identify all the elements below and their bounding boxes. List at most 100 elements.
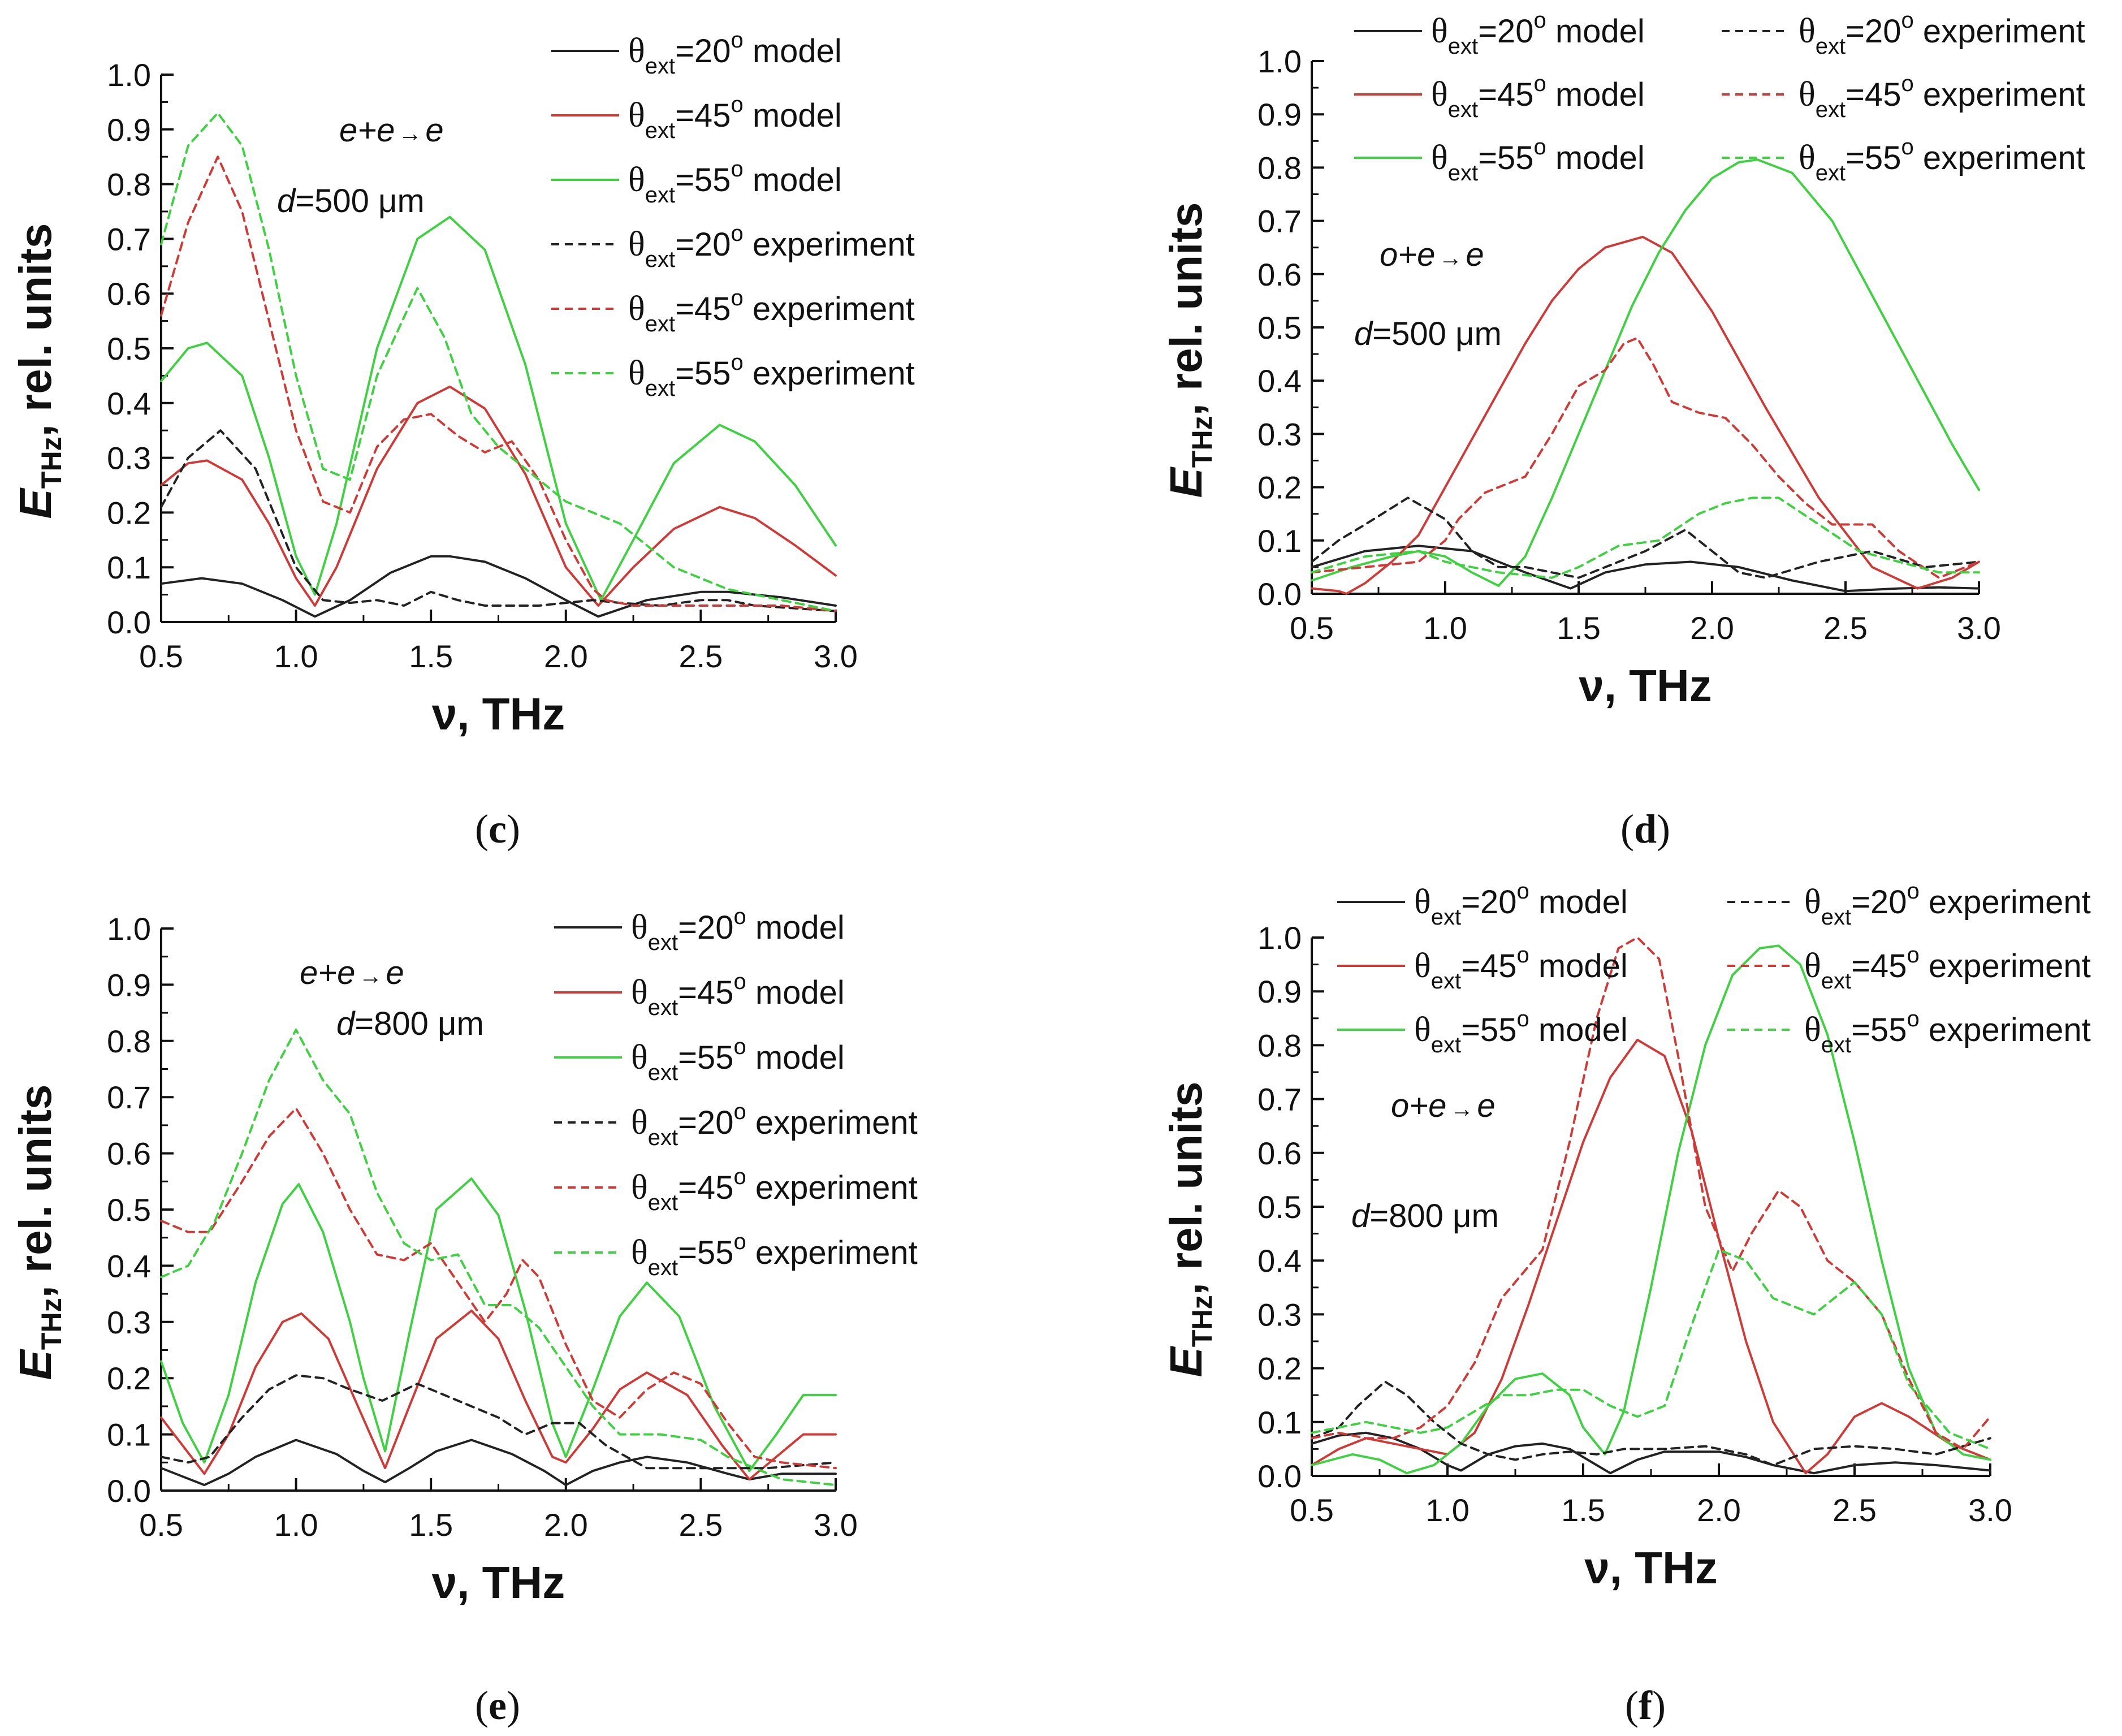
panel-label-close: )	[1652, 1683, 1666, 1728]
y-tick-label: 0.6	[107, 276, 151, 312]
y-tick-label: 0.5	[1257, 1189, 1302, 1225]
legend-kind: experiment	[1914, 76, 2085, 113]
legend-subscript: ext	[1448, 161, 1478, 185]
legend-value: =45	[675, 97, 731, 134]
legend-kind: experiment	[1920, 1012, 2091, 1048]
legend-value: =55	[675, 162, 731, 198]
x-tick-label: 1.0	[1423, 610, 1467, 646]
panel-label-letter: c	[489, 806, 507, 852]
panel-label-close: )	[507, 806, 520, 852]
legend-kind: experiment	[746, 1169, 918, 1206]
legend-value: =45	[675, 291, 731, 327]
legend-kind: model	[744, 162, 842, 198]
y-tick-label: 0.2	[107, 495, 151, 530]
series-line-experiment-20	[160, 1374, 837, 1470]
y-tick-label: 0.6	[1257, 257, 1302, 292]
y-tick-label: 0.2	[1257, 1351, 1302, 1387]
process-output: e	[1466, 236, 1484, 273]
legend-value: =20	[1461, 884, 1516, 921]
legend-theta: θ	[631, 1168, 648, 1207]
y-tick-label: 1.0	[1257, 920, 1302, 956]
y-tick-label: 0.2	[107, 1361, 151, 1396]
y-tick-label: 0.0	[107, 604, 151, 640]
legend-degree: o	[1907, 943, 1919, 968]
legend-theta: θ	[628, 290, 645, 328]
x-tick-label: 0.5	[1290, 610, 1334, 646]
process-arrow: →	[1450, 1095, 1473, 1122]
y-tick-label: 0.9	[107, 967, 151, 1003]
x-tick-label: 2.5	[1833, 1492, 1877, 1528]
legend-subscript: ext	[1821, 1033, 1851, 1057]
legend-subscript: ext	[648, 995, 678, 1020]
panel-label: (c)	[475, 806, 520, 852]
legend-entry: θext=45o model	[631, 969, 845, 1020]
legend-degree: o	[1516, 1007, 1529, 1031]
y-tick-label: 0.7	[107, 221, 151, 257]
y-axis-label: ETHz, rel. units	[1161, 202, 1218, 498]
y-tick-label: 0.3	[1257, 416, 1302, 452]
legend-value: =45	[1846, 76, 1901, 113]
legend-value: =55	[1846, 140, 1901, 176]
legend-degree: o	[1533, 8, 1546, 33]
legend-kind: experiment	[1914, 13, 2085, 50]
legend-subscript: ext	[645, 183, 675, 208]
series-line-model-55	[160, 1177, 837, 1472]
thickness-value: =500 μm	[1372, 316, 1502, 352]
x-tick-label: 0.5	[139, 638, 183, 674]
legend-subscript: ext	[1431, 969, 1461, 994]
legend-kind: experiment	[1920, 948, 2091, 984]
legend-kind: model	[1546, 13, 1645, 50]
y-tick-label: 0.1	[1257, 523, 1302, 559]
legend-value: =55	[678, 1234, 733, 1271]
process-arrow: →	[398, 120, 422, 146]
thickness-symbol: d	[1351, 1198, 1371, 1234]
panel-label-close: )	[1657, 806, 1670, 852]
legend-theta: θ	[628, 225, 645, 264]
y-axis-label-symbol: E	[1161, 1345, 1211, 1377]
legend-subscript: ext	[648, 1255, 678, 1280]
legend-entry: θext=55o experiment	[628, 350, 915, 401]
process-arrow: →	[358, 962, 382, 989]
legend-value: =20	[675, 226, 731, 263]
series-line-model-20	[1311, 1431, 1991, 1475]
legend-degree: o	[733, 904, 746, 929]
legend-theta: θ	[1799, 139, 1816, 177]
legend-theta: θ	[631, 1038, 648, 1077]
legend-subscript: ext	[645, 54, 675, 79]
legend-entry: θext=45o model	[1431, 71, 1645, 122]
x-axis-label: ν, THz	[432, 689, 565, 739]
thickness-value: =500 μm	[295, 183, 425, 219]
series-line-model-45	[1311, 235, 1980, 595]
x-axis-label: ν, THz	[432, 1557, 565, 1608]
x-tick-label: 2.0	[1690, 610, 1734, 646]
y-tick-label: 0.6	[107, 1136, 151, 1172]
legend-entry: θext=20o experiment	[1799, 8, 2085, 59]
y-axis-label: ETHz, rel. units	[1161, 1082, 1218, 1377]
series-line-experiment-55	[1311, 496, 1980, 579]
legend-entry: θext=55o model	[1431, 135, 1645, 185]
panel-label-open: (	[475, 806, 489, 852]
y-axis-label: ETHz, rel. units	[10, 223, 67, 519]
legend-degree: o	[1516, 879, 1529, 904]
x-tick-label: 1.5	[1561, 1492, 1605, 1528]
process-annotation: o+e → e	[1391, 1087, 1496, 1124]
legend-degree: o	[1907, 879, 1919, 904]
legend-entry: θext=45o model	[628, 92, 842, 143]
process-output: e	[1477, 1087, 1495, 1124]
y-tick-label: 0.1	[107, 550, 151, 585]
thickness-annotation: d=800 μm	[1351, 1198, 1499, 1234]
panel-label-open: (	[475, 1683, 489, 1728]
thickness-symbol: d	[1354, 316, 1373, 352]
legend-value: =55	[1478, 140, 1533, 176]
y-axis-label: ETHz, rel. units	[10, 1085, 67, 1380]
legend-theta: θ	[1804, 947, 1821, 985]
y-axis-label-symbol: E	[1161, 466, 1211, 498]
x-tick-label: 0.5	[139, 1507, 183, 1543]
y-tick-label: 0.9	[1257, 974, 1302, 1009]
legend-theta: θ	[1431, 12, 1448, 50]
x-tick-label: 3.0	[1957, 610, 2001, 646]
legend-entry: θext=45o experiment	[628, 286, 915, 336]
legend-degree: o	[1516, 943, 1529, 968]
